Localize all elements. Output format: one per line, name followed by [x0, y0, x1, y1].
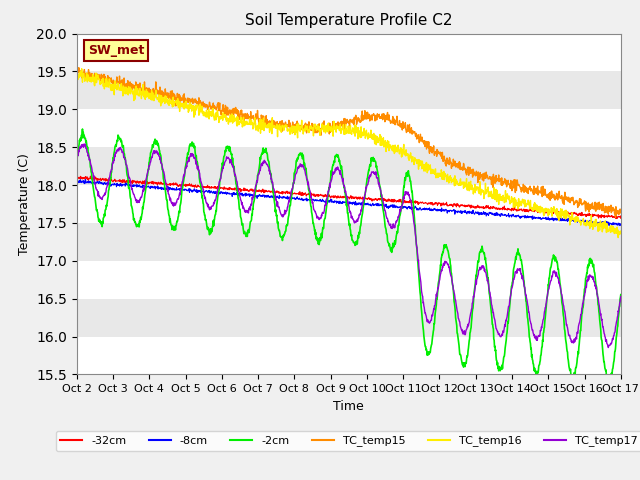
-2cm	[505, 317, 513, 323]
-32cm	[613, 216, 621, 221]
-8cm	[181, 186, 189, 192]
TC_temp15	[73, 67, 81, 73]
TC_temp16	[255, 126, 263, 132]
-2cm	[255, 167, 263, 172]
TC_temp16	[195, 105, 202, 111]
TC_temp16	[73, 71, 81, 76]
TC_temp16	[553, 206, 561, 212]
TC_temp16	[181, 105, 189, 111]
-32cm	[617, 216, 625, 221]
Bar	[77, 147, 621, 185]
-2cm	[181, 168, 189, 174]
TC_temp15	[195, 99, 202, 105]
-2cm	[553, 257, 561, 263]
Bar	[77, 109, 621, 147]
TC_temp17	[553, 270, 561, 276]
-32cm	[86, 173, 94, 179]
-8cm	[605, 223, 613, 228]
-32cm	[434, 203, 442, 208]
Text: SW_met: SW_met	[88, 44, 144, 57]
Legend: -32cm, -8cm, -2cm, TC_temp15, TC_temp16, TC_temp17: -32cm, -8cm, -2cm, TC_temp15, TC_temp16,…	[56, 431, 640, 451]
TC_temp17	[434, 288, 442, 294]
-32cm	[505, 206, 513, 212]
TC_temp17	[605, 345, 612, 350]
TC_temp16	[505, 197, 513, 203]
Line: TC_temp15: TC_temp15	[77, 68, 621, 217]
TC_temp16	[78, 66, 86, 72]
TC_temp17	[81, 141, 89, 147]
TC_temp15	[434, 151, 442, 156]
Line: -2cm: -2cm	[77, 129, 621, 381]
TC_temp16	[617, 230, 625, 236]
Bar	[77, 223, 621, 261]
-8cm	[505, 211, 513, 216]
Bar	[77, 72, 621, 109]
TC_temp17	[505, 303, 513, 309]
Line: -8cm: -8cm	[77, 180, 621, 226]
TC_temp15	[255, 120, 263, 126]
TC_temp17	[181, 169, 189, 175]
X-axis label: Time: Time	[333, 400, 364, 413]
-2cm	[73, 157, 81, 163]
Title: Soil Temperature Profile C2: Soil Temperature Profile C2	[245, 13, 452, 28]
-2cm	[605, 378, 612, 384]
-32cm	[73, 175, 81, 180]
-2cm	[617, 292, 625, 298]
Bar	[77, 261, 621, 299]
-8cm	[617, 222, 625, 228]
TC_temp15	[553, 191, 561, 196]
TC_temp17	[195, 166, 202, 171]
-8cm	[73, 178, 81, 184]
-8cm	[195, 189, 202, 195]
-8cm	[82, 177, 90, 182]
-8cm	[434, 206, 442, 212]
Bar	[77, 336, 621, 374]
TC_temp15	[181, 97, 189, 103]
-32cm	[181, 182, 189, 188]
TC_temp15	[74, 65, 82, 71]
Bar	[77, 299, 621, 336]
Line: TC_temp16: TC_temp16	[77, 69, 621, 238]
-32cm	[255, 187, 263, 192]
-8cm	[553, 217, 561, 223]
TC_temp17	[73, 156, 81, 162]
Line: TC_temp17: TC_temp17	[77, 144, 621, 348]
TC_temp16	[434, 170, 442, 176]
Y-axis label: Temperature (C): Temperature (C)	[18, 153, 31, 255]
-8cm	[255, 193, 263, 199]
-32cm	[195, 183, 202, 189]
-32cm	[553, 209, 561, 215]
Bar	[77, 185, 621, 223]
-2cm	[79, 126, 86, 132]
TC_temp17	[255, 171, 263, 177]
TC_temp15	[617, 209, 625, 215]
TC_temp16	[614, 235, 622, 240]
-2cm	[195, 165, 202, 170]
-2cm	[434, 292, 442, 298]
TC_temp15	[612, 215, 620, 220]
TC_temp15	[505, 181, 513, 187]
Line: -32cm: -32cm	[77, 176, 621, 218]
TC_temp17	[617, 294, 625, 300]
Bar	[77, 34, 621, 72]
